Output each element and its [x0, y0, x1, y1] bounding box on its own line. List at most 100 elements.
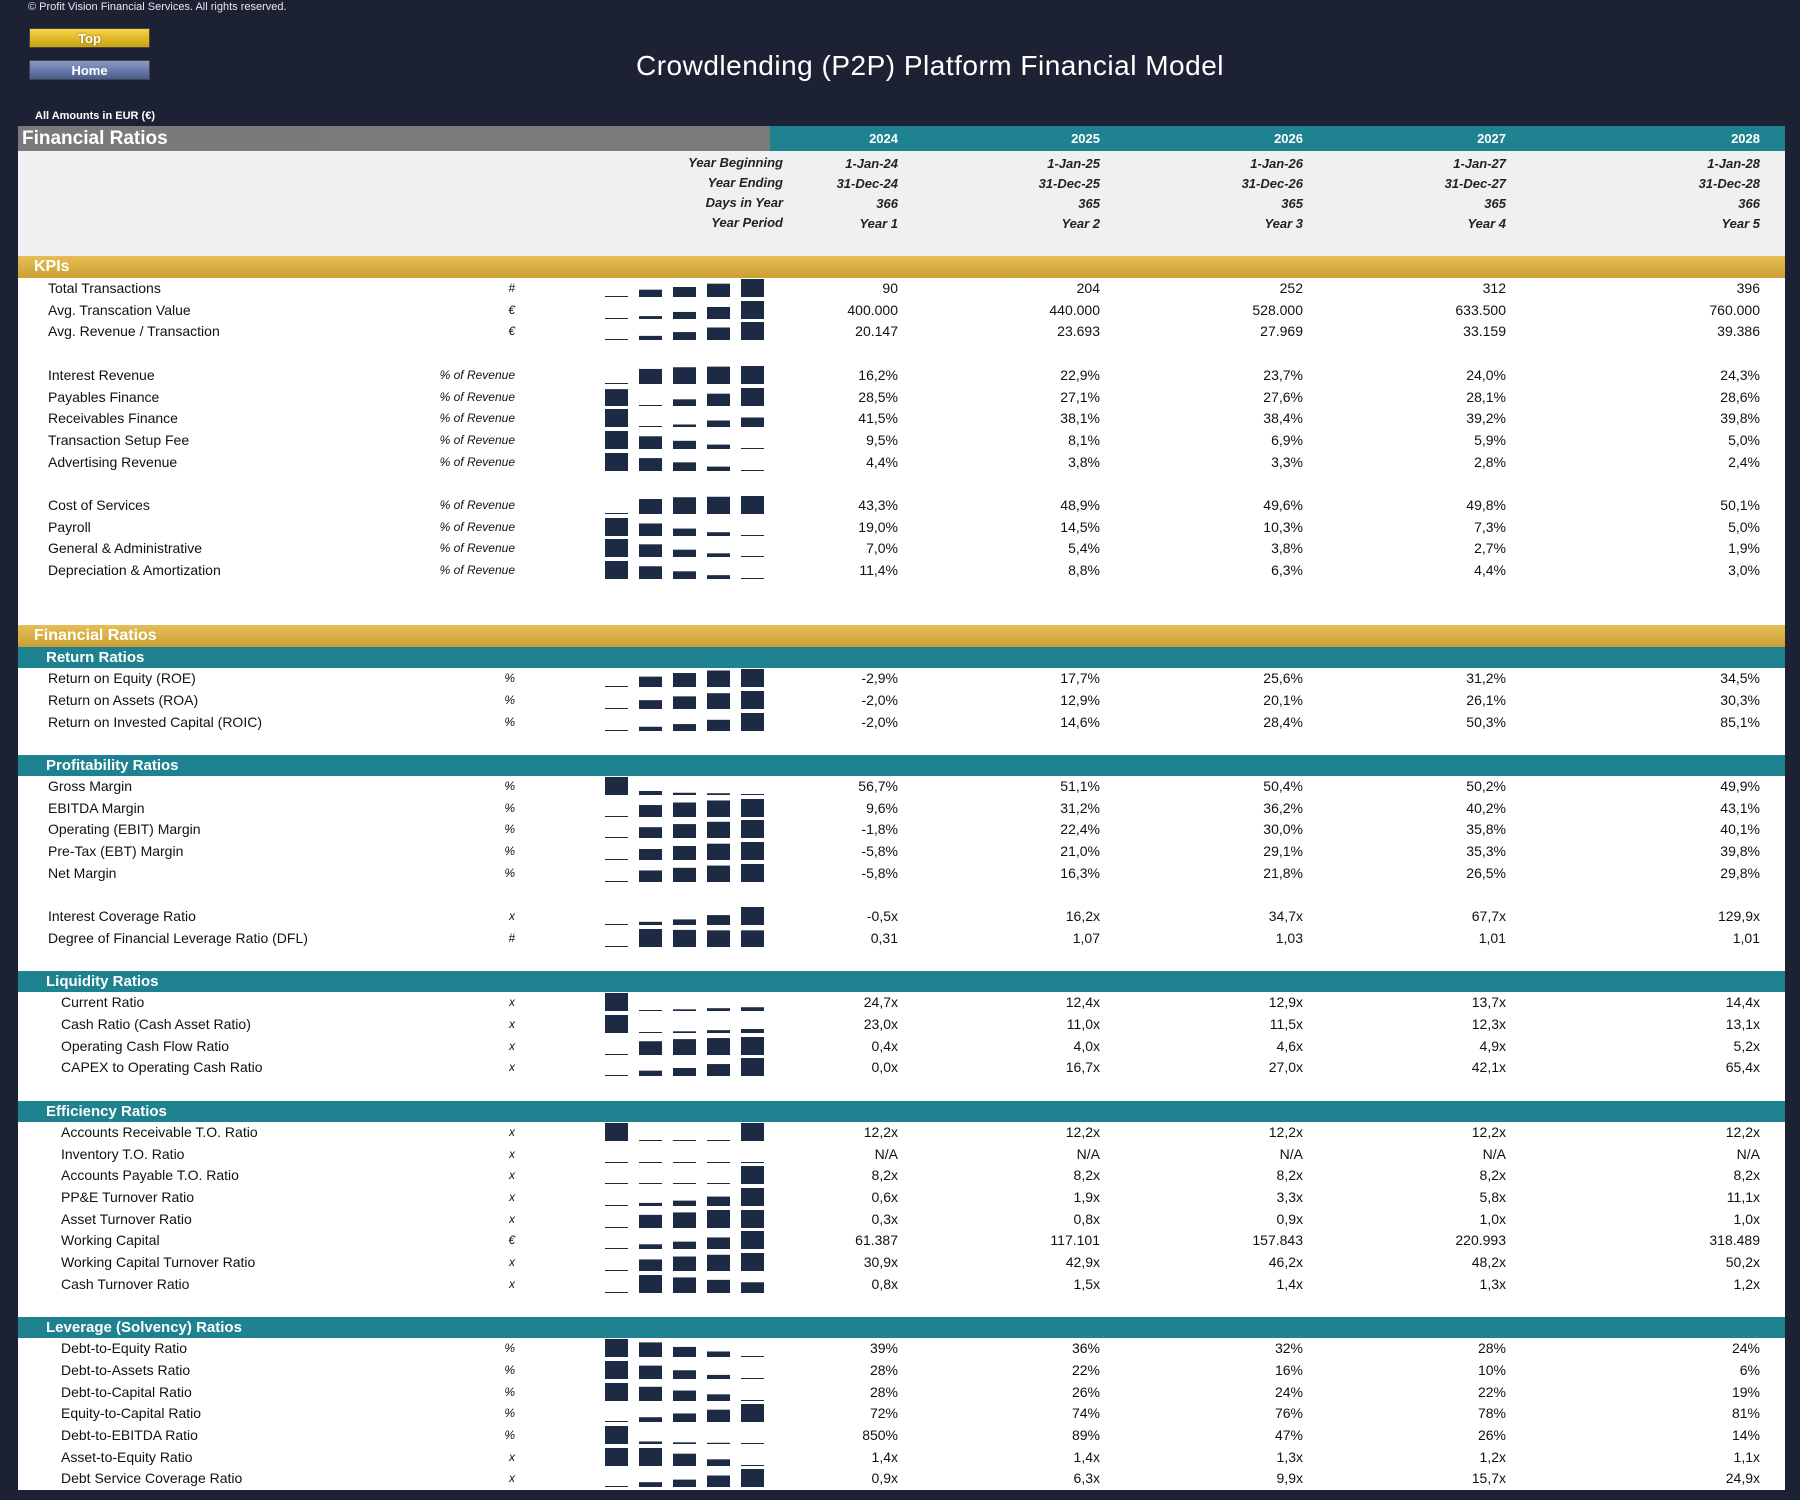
- value-2028: 40,1%: [1720, 821, 1760, 838]
- row-label: Debt-to-Capital Ratio: [61, 1383, 192, 1400]
- sparkline-bar: [741, 1122, 764, 1141]
- sparkline-bar: [605, 317, 628, 319]
- sparkline-bar: [707, 366, 730, 384]
- table-row: Accounts Payable T.O. Ratio x 8,2x 8,2x 8,2x…: [18, 1165, 1785, 1186]
- sparkline-bar: [639, 1040, 662, 1055]
- value-2028: 5,0%: [1728, 431, 1760, 448]
- sparkline-bar: [605, 880, 628, 882]
- sparkline-bar: [639, 804, 662, 817]
- row-unit: %: [504, 800, 515, 815]
- table-row: Accounts Receivable T.O. Ratio x 12,2x 12,2…: [18, 1122, 1785, 1143]
- sparkline-bar: [673, 440, 696, 449]
- value-2026: 49,6%: [1263, 497, 1303, 513]
- sparkline-bar: [673, 398, 696, 406]
- sparkline-bar: [673, 1183, 696, 1185]
- days-in-year-2025: 365: [1078, 196, 1100, 211]
- table-row: Debt-to-Capital Ratio% 28% 26% 24% 22% 19%: [18, 1382, 1785, 1403]
- sparkline-bar: [673, 1139, 696, 1141]
- value-2028: 1,2x: [1733, 1275, 1760, 1292]
- sparkline: [605, 1360, 764, 1379]
- value-2026: 34,7x: [1268, 908, 1303, 925]
- value-2028: 318.489: [1709, 1232, 1760, 1249]
- sparkline-bar: [741, 365, 764, 384]
- value-2024: 9,5%: [866, 431, 898, 448]
- row-unit: % of Revenue: [439, 519, 515, 534]
- sparkline: [605, 798, 764, 817]
- value-2027: 12,3x: [1471, 1016, 1506, 1032]
- sparkline-bar: [707, 693, 730, 709]
- home-button[interactable]: Home: [29, 60, 150, 80]
- value-2025: 4,0x: [1073, 1037, 1100, 1054]
- sparkline-bar: [741, 279, 764, 297]
- value-2028: 760.000: [1709, 301, 1760, 318]
- value-2024: 11,4%: [859, 562, 898, 579]
- sparkline-bar: [639, 1259, 662, 1271]
- sparkline-bar: [639, 1342, 662, 1358]
- sparkline-bar: [707, 822, 730, 839]
- row-label: Asset Turnover Ratio: [61, 1210, 192, 1227]
- row-label: Asset-to-Equity Ratio: [61, 1448, 193, 1465]
- value-2025: 5,4%: [1068, 540, 1100, 557]
- value-2027: 50,3%: [1466, 713, 1506, 730]
- sparkline-bar: [707, 843, 730, 861]
- sparkline-bar: [605, 339, 628, 341]
- row-unit: x: [509, 1124, 515, 1139]
- value-2027: 42,1x: [1471, 1059, 1506, 1076]
- sparkline-bar: [741, 1464, 764, 1466]
- top-button[interactable]: Top: [29, 28, 150, 48]
- value-2024: 28%: [869, 1383, 898, 1400]
- value-2026: 6,9%: [1271, 431, 1303, 448]
- sparkline-bar: [673, 550, 696, 558]
- value-2024: 0,0x: [871, 1059, 898, 1076]
- value-2028: 65,4x: [1725, 1059, 1760, 1076]
- row-label: Debt-to-Assets Ratio: [61, 1361, 191, 1378]
- value-2027: 40,2%: [1466, 799, 1506, 816]
- sparkline: [605, 561, 764, 580]
- sparkline-bar: [639, 336, 662, 341]
- sparkline-bar: [741, 1442, 764, 1444]
- sparkline-bar: [741, 1231, 764, 1250]
- sparkline-bar: [673, 1200, 696, 1206]
- value-2024: 0,3x: [871, 1210, 898, 1227]
- sparkline: [605, 993, 764, 1012]
- year-header-2027: 2027: [1477, 131, 1506, 146]
- sparkline: [605, 777, 764, 795]
- sparkline-bar: [707, 1393, 730, 1401]
- table-row: Equity-to-Capital Ratio% 72% 74% 76% 78% 81%: [18, 1403, 1785, 1424]
- value-2024: 24,7x: [863, 994, 898, 1011]
- sparkline-bar: [741, 496, 764, 514]
- value-2027: 49,8%: [1466, 497, 1506, 513]
- section-efficiency-ratios: Efficiency Ratios: [18, 1100, 1785, 1122]
- days-in-year-2024: 366: [876, 196, 898, 211]
- sparkline-bar: [605, 430, 628, 449]
- value-2024: 39%: [869, 1340, 898, 1357]
- value-2027: 5,8x: [1479, 1188, 1506, 1205]
- sparkline-bar: [741, 669, 764, 688]
- value-2028: 6%: [1739, 1361, 1760, 1378]
- year-period-2025: Year 2: [1061, 216, 1100, 231]
- row-unit: % of Revenue: [439, 498, 515, 512]
- value-2028: 19%: [1731, 1383, 1760, 1400]
- year-period-2028: Year 5: [1721, 216, 1760, 231]
- sparkline-bar: [639, 676, 662, 688]
- sparkline-bar: [639, 1447, 662, 1466]
- value-2027: 633.500: [1455, 301, 1506, 318]
- value-2028: 50,1%: [1720, 497, 1760, 513]
- sparkline-bar: [741, 907, 764, 926]
- sparkline-bar: [605, 409, 628, 428]
- sparkline-bar: [605, 1248, 628, 1250]
- value-2028: 11,1x: [1726, 1188, 1760, 1205]
- sparkline: [605, 1404, 764, 1423]
- sparkline-bar: [673, 673, 696, 688]
- value-2028: 14%: [1731, 1426, 1760, 1443]
- sparkline-bar: [605, 1226, 628, 1228]
- value-2024: 8,2x: [871, 1167, 898, 1184]
- row-unit: %: [504, 1341, 515, 1356]
- sparkline-bar: [741, 1007, 764, 1012]
- sparkline: [605, 842, 764, 861]
- sparkline-bar: [673, 1241, 696, 1250]
- table-row: Interest Coverage Ratio x -0,5x 16,2x 34,7x 6…: [18, 906, 1785, 927]
- value-2027: 33.159: [1463, 323, 1506, 340]
- value-2025: 16,3%: [1060, 864, 1100, 881]
- sparkline-bar: [707, 915, 730, 926]
